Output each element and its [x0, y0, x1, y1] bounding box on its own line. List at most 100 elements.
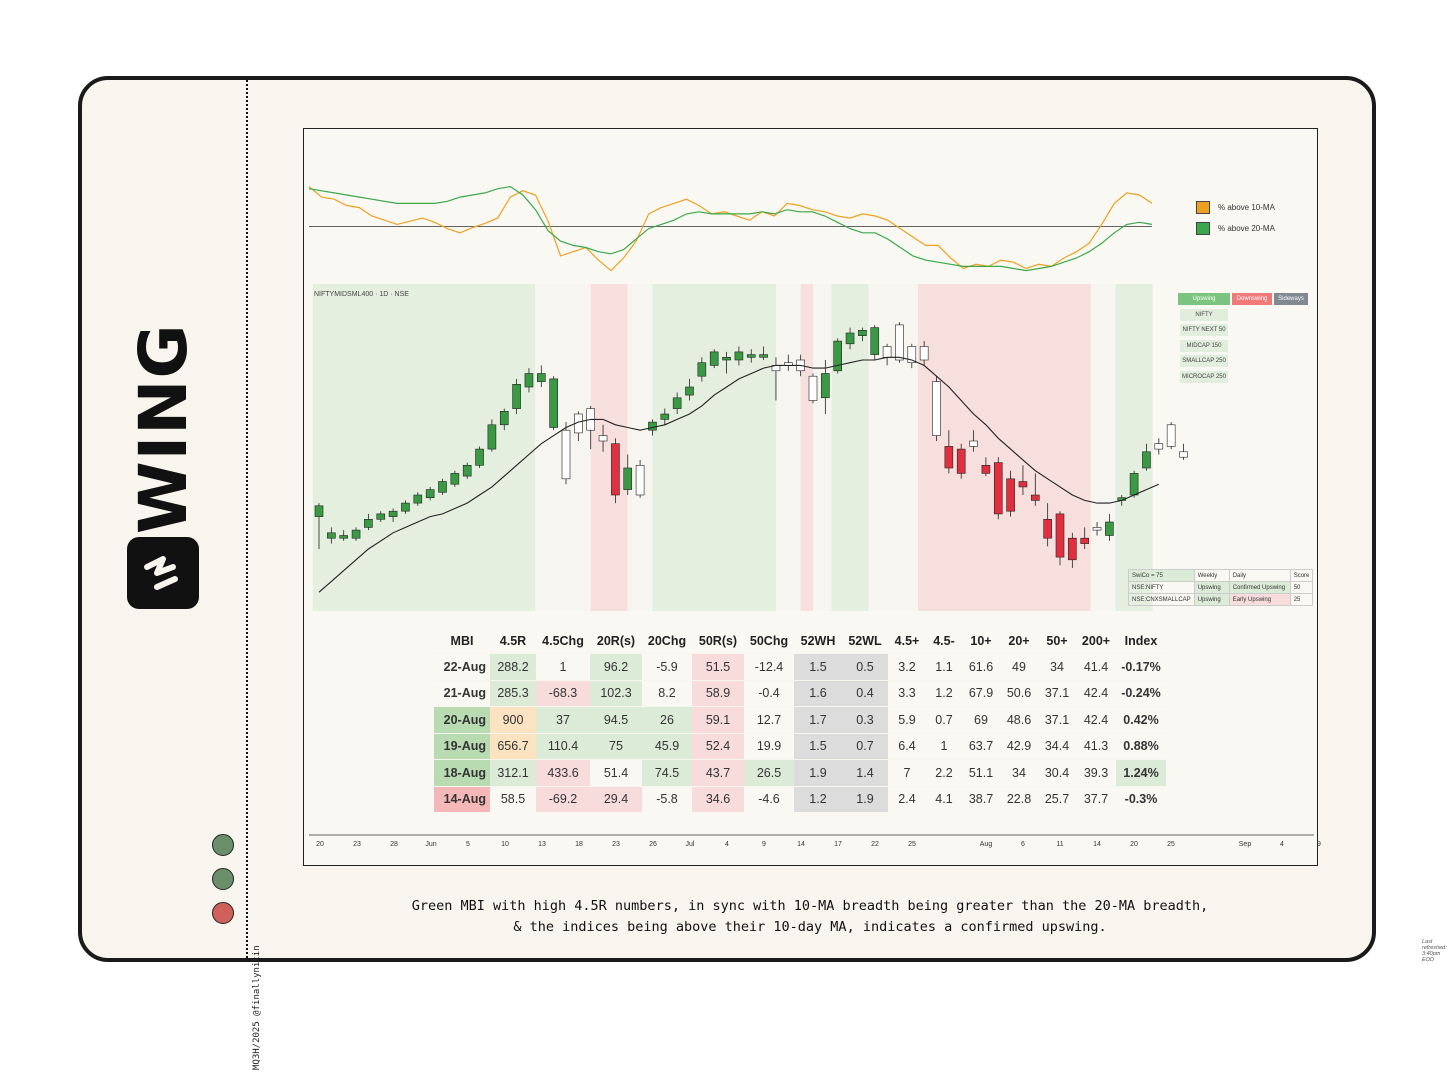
candle-body	[969, 440, 978, 447]
breadth-line-10ma	[308, 186, 1153, 272]
score-cell: Upswing	[1193, 581, 1230, 594]
mbi-cell: -0.17%	[1116, 653, 1166, 680]
mbi-col-header: 50+	[1046, 633, 1068, 648]
mbi-cell: 3.2	[888, 653, 926, 680]
candle-body	[660, 413, 670, 420]
mbi-cell: 29.4	[590, 785, 642, 812]
swing-header-upswing: Upswing	[1178, 293, 1230, 305]
x-tick-label: 20	[316, 841, 324, 848]
mbi-row: 22-Aug 288.2 1 96.2 -5.9 51.5 -12.4 1.5 0.5 3.2 1.…	[434, 653, 1166, 680]
caption: Green MBI with high 4.5R numbers, in syn…	[330, 896, 1290, 938]
candle-body	[845, 332, 855, 345]
mbi-cell: 38.7	[962, 785, 1000, 812]
mbi-col-header: 20Chg	[647, 633, 687, 648]
mbi-cell: 37	[536, 706, 590, 733]
x-tick-label: 23	[612, 841, 620, 848]
mbi-cell: 1.1	[926, 653, 962, 680]
mbi-cell: -12.4	[744, 653, 794, 680]
candle-body	[598, 435, 608, 442]
mbi-col-header: 4.5Chg	[542, 633, 584, 648]
mbi-col-header: 20+	[1008, 633, 1030, 648]
mbi-cell: 2.4	[888, 785, 926, 812]
x-tick-label: Sep	[1238, 841, 1252, 848]
mbi-cell: 1.5	[794, 653, 842, 680]
mbi-col-header: 52WL	[848, 633, 882, 648]
swing-header: Upswing Downswing Sideways	[1178, 293, 1308, 305]
x-tick-label: Jun	[425, 841, 437, 848]
x-tick-label: 28	[390, 841, 398, 848]
mbi-cell: 0.88%	[1116, 732, 1166, 760]
candle-body	[808, 375, 818, 401]
mbi-col-header: 52WH	[800, 633, 836, 648]
mbi-col-header: 10+	[970, 633, 992, 648]
mbi-col-header: MBI	[450, 633, 474, 648]
mbi-cell: 656.7	[490, 732, 536, 760]
mbi-cell: 6.4	[888, 732, 926, 760]
mbi-cell: -5.8	[642, 785, 692, 812]
x-tick-label: 9	[1317, 841, 1321, 848]
regime-band-up	[652, 284, 776, 611]
candle-body	[438, 481, 447, 493]
mbi-cell: 2.2	[926, 759, 962, 786]
mbi-cell: 0.7	[926, 706, 962, 733]
regime-band-none	[813, 284, 832, 611]
score-table-head: SwiCo = 75 Weekly Daily Score	[1128, 569, 1314, 582]
x-tick-label: 25	[1167, 841, 1175, 848]
mbi-cell: 0.4	[842, 679, 888, 707]
mbi-col-header: Index	[1124, 633, 1158, 648]
x-tick-label: 23	[353, 841, 361, 848]
x-tick-label: Aug	[979, 841, 993, 848]
mbi-cell: 22-Aug	[434, 653, 490, 680]
index-nifty-next-50: NIFTY NEXT 50	[1180, 324, 1228, 336]
breadth-line-20ma	[308, 185, 1153, 272]
candle-body	[512, 384, 521, 409]
mbi-cell: 26.5	[744, 759, 794, 786]
candle-body	[425, 489, 435, 499]
mbi-cell: 3.3	[888, 679, 926, 707]
mbi-col-header: 4.5+	[894, 633, 920, 648]
mbi-row: 20-Aug 900 37 94.5 26 59.1 12.7 1.7 0.3 5.9 0.7 69 4…	[434, 706, 1166, 733]
mbi-cell: 63.7	[962, 732, 1000, 760]
mbi-cell: 34.6	[692, 785, 744, 812]
regime-band-none	[627, 284, 653, 611]
candle-body	[672, 397, 682, 409]
candle-body	[561, 429, 571, 480]
regime-band-none	[775, 284, 801, 611]
mbi-cell: -0.24%	[1116, 679, 1166, 707]
score-row: NSE:CNXSMALLCAP Upswing Early Upswing 25	[1128, 593, 1314, 606]
x-tick-label: 26	[649, 841, 657, 848]
candle-body	[734, 351, 744, 361]
x-tick-label: 10	[501, 841, 509, 848]
mbi-cell: 288.2	[490, 653, 536, 680]
candle-body	[932, 381, 941, 436]
mbi-cell: 21-Aug	[434, 679, 490, 707]
candle-body	[858, 330, 867, 337]
candle-body	[833, 340, 843, 372]
mbi-cell: 34.4	[1038, 732, 1076, 760]
caption-line-2: & the indices being above their 10-day M…	[513, 919, 1107, 935]
candle-body	[351, 529, 361, 539]
mbi-cell: 1.9	[842, 785, 888, 812]
mbi-cell: 48.6	[1000, 706, 1038, 733]
mbi-cell: 14-Aug	[434, 785, 490, 812]
mbi-row: 21-Aug 285.3 -68.3 102.3 8.2 58.9 -0.4 1.6 0.4 3.…	[434, 679, 1166, 707]
mbi-cell: 51.4	[590, 759, 642, 786]
x-tick-label: 25	[908, 841, 916, 848]
mbi-cell: 285.3	[490, 679, 536, 707]
status-dot-1	[212, 834, 234, 856]
score-head-swico: SwiCo = 75	[1128, 569, 1195, 582]
regime-band-down	[800, 284, 813, 611]
candle-body	[1006, 478, 1015, 512]
mbi-cell: 34	[1038, 653, 1076, 680]
mbi-cell: 41.3	[1076, 732, 1116, 760]
mbi-cell: 51.5	[692, 653, 744, 680]
legend-20ma-label: % above 20-MA	[1218, 224, 1275, 233]
candle-body	[462, 464, 472, 477]
mbi-col-header: 50Chg	[749, 633, 789, 648]
mbi-cell: 8.2	[642, 679, 692, 707]
mbi-cell: 41.4	[1076, 653, 1116, 680]
candle-body	[870, 327, 880, 355]
legend-20ma-swatch	[1196, 222, 1210, 235]
candle-body	[475, 448, 484, 466]
mbi-cell: 0.7	[842, 732, 888, 760]
